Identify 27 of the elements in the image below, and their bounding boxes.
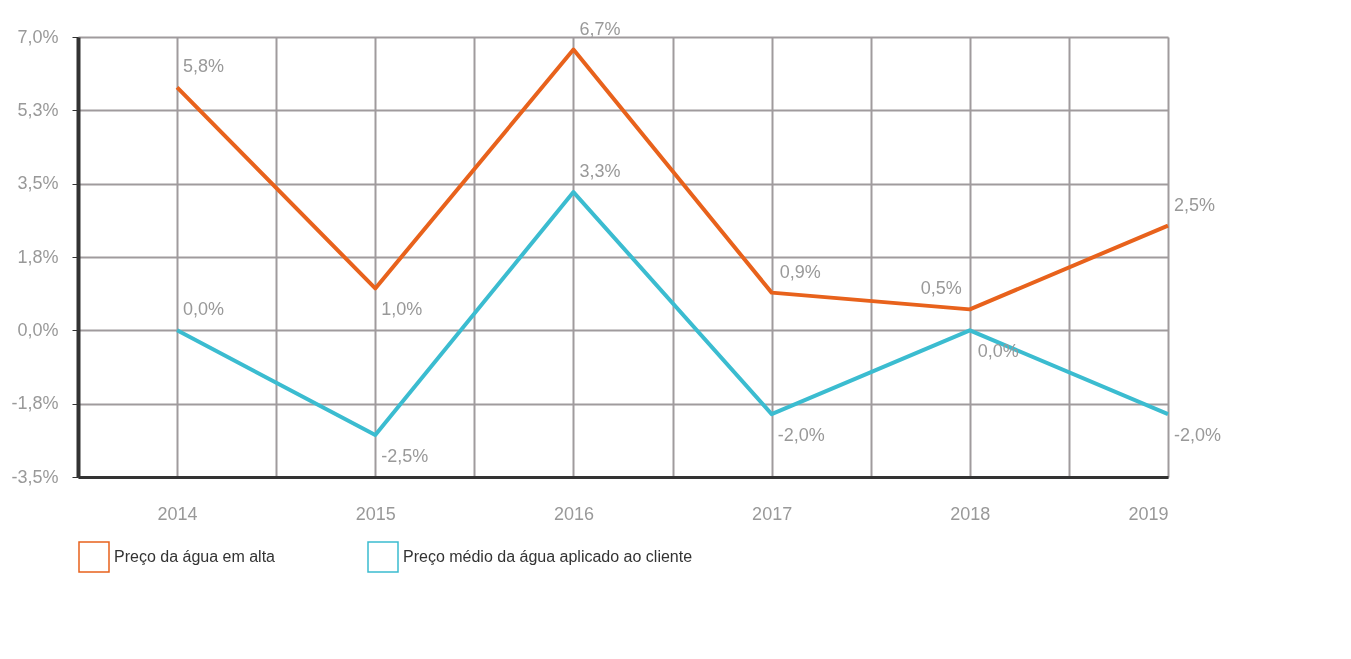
data-label: 0,5% <box>920 278 962 299</box>
y-tick-label: 0,0% <box>17 319 59 340</box>
x-tick-label: 2016 <box>553 503 594 524</box>
data-label: 1,0% <box>381 299 423 320</box>
data-label: 2,5% <box>1174 194 1216 215</box>
data-label: 0,0% <box>977 341 1019 362</box>
data-label: 6,7% <box>579 18 621 39</box>
x-tick-label: 2017 <box>752 503 793 524</box>
y-tick-label: 3,5% <box>17 173 59 194</box>
y-tick-label: 5,3% <box>17 99 59 120</box>
y-tick-label: -1,8% <box>11 393 59 414</box>
x-tick-label: 2019 <box>1128 503 1169 524</box>
data-label: -2,0% <box>777 425 825 446</box>
data-label: 0,9% <box>779 261 821 282</box>
data-label: 5,8% <box>183 56 225 77</box>
data-label: 3,3% <box>579 161 621 182</box>
legend-label: Preço da água em alta <box>114 548 276 565</box>
x-tick-label: 2018 <box>950 503 991 524</box>
y-tick-label: 7,0% <box>17 26 59 47</box>
legend-label: Preço médio da água aplicado ao cliente <box>403 548 693 565</box>
y-tick-label: -3,5% <box>11 466 59 487</box>
data-label: -2,0% <box>1174 425 1222 446</box>
x-tick-label: 2015 <box>355 503 396 524</box>
data-label: 0,0% <box>183 299 225 320</box>
data-label: -2,5% <box>381 446 429 467</box>
y-tick-label: 1,8% <box>17 246 59 267</box>
x-tick-label: 2014 <box>157 503 198 524</box>
